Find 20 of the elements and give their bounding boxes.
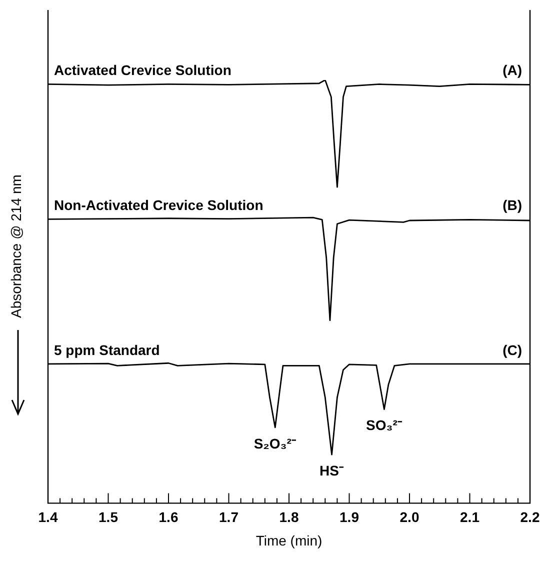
text: (A)	[502, 62, 522, 78]
annotation: (C)	[502, 342, 522, 358]
series-label: Non-Activated Crevice Solution	[54, 197, 264, 214]
x-tick-label: 1.4	[38, 509, 58, 526]
x-tick-label: 2.0	[400, 509, 420, 526]
x-tick-label: 1.9	[340, 509, 360, 526]
series-label: 5 ppm Standard	[54, 342, 160, 358]
x-tick-label: 1.7	[219, 509, 239, 526]
annotation: (B)	[502, 197, 522, 214]
x-tick-label: 1.8	[279, 509, 299, 526]
series-label: Activated Crevice Solution	[54, 62, 232, 78]
x-tick-label: 2.2	[520, 509, 540, 526]
x-tick-label: 1.6	[158, 509, 178, 526]
annotation: S₂O₃²⁻	[254, 435, 296, 452]
annotation: HS⁻	[320, 462, 344, 478]
annotation: SO₃²⁻	[366, 417, 402, 434]
x-tick-label: 2.1	[460, 509, 480, 526]
x-tick-label: 1.5	[98, 509, 118, 526]
y-axis-title: Absorbance @ 214 nm	[8, 174, 24, 318]
x-axis-title: Time (min)	[256, 532, 322, 548]
